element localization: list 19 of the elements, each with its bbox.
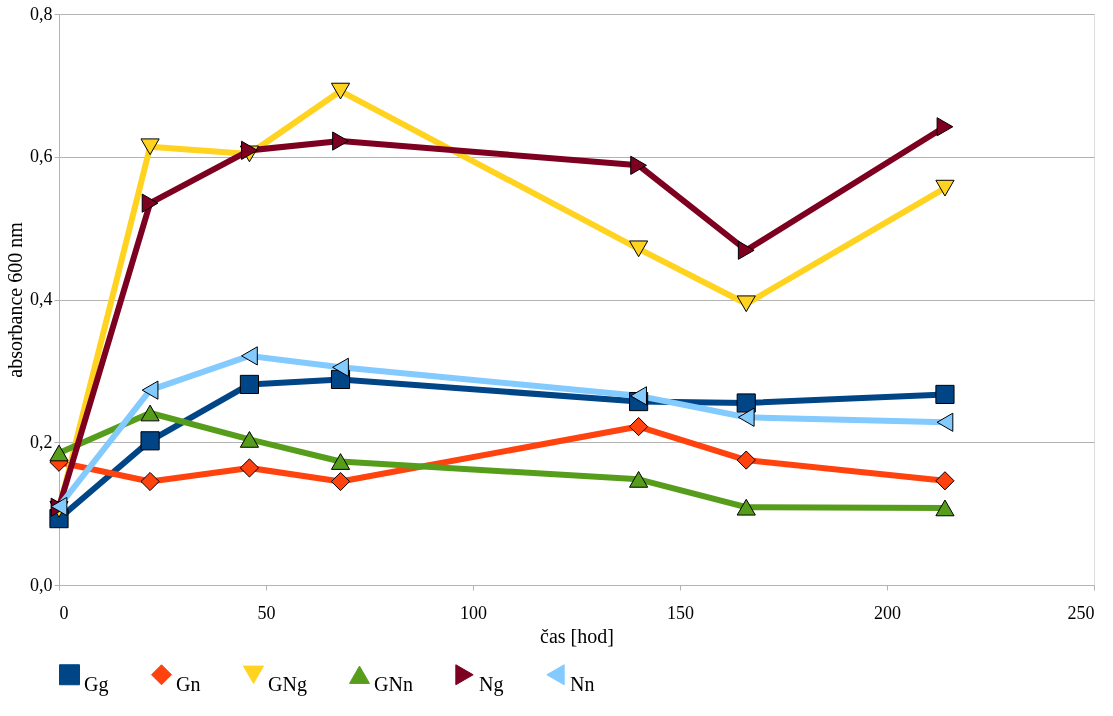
x-tick-label: 0 bbox=[59, 602, 69, 623]
x-tick-label: 200 bbox=[874, 602, 901, 623]
legend-label: GNn bbox=[374, 672, 413, 695]
y-axis-title: absorbance 600 nm bbox=[4, 221, 26, 378]
y-tick-label: 0,8 bbox=[30, 3, 53, 24]
y-tick-label: 0,0 bbox=[30, 574, 53, 595]
legend-label: Ng bbox=[479, 672, 504, 696]
x-tick-label: 150 bbox=[667, 602, 694, 623]
x-axis-title: čas [hod] bbox=[540, 624, 614, 647]
y-tick-label: 0,2 bbox=[30, 431, 53, 452]
x-tick-label: 250 bbox=[1067, 602, 1095, 623]
legend-label: Gg bbox=[84, 672, 109, 696]
legend-label: Nn bbox=[570, 672, 595, 695]
y-tick-label: 0,4 bbox=[30, 289, 53, 309]
x-tick-label: 50 bbox=[257, 602, 276, 623]
y-tick-label: 0,6 bbox=[30, 146, 53, 167]
legend-label: GNg bbox=[268, 672, 307, 696]
x-tick-label: 100 bbox=[460, 602, 487, 623]
legend-label: Gn bbox=[176, 672, 201, 695]
